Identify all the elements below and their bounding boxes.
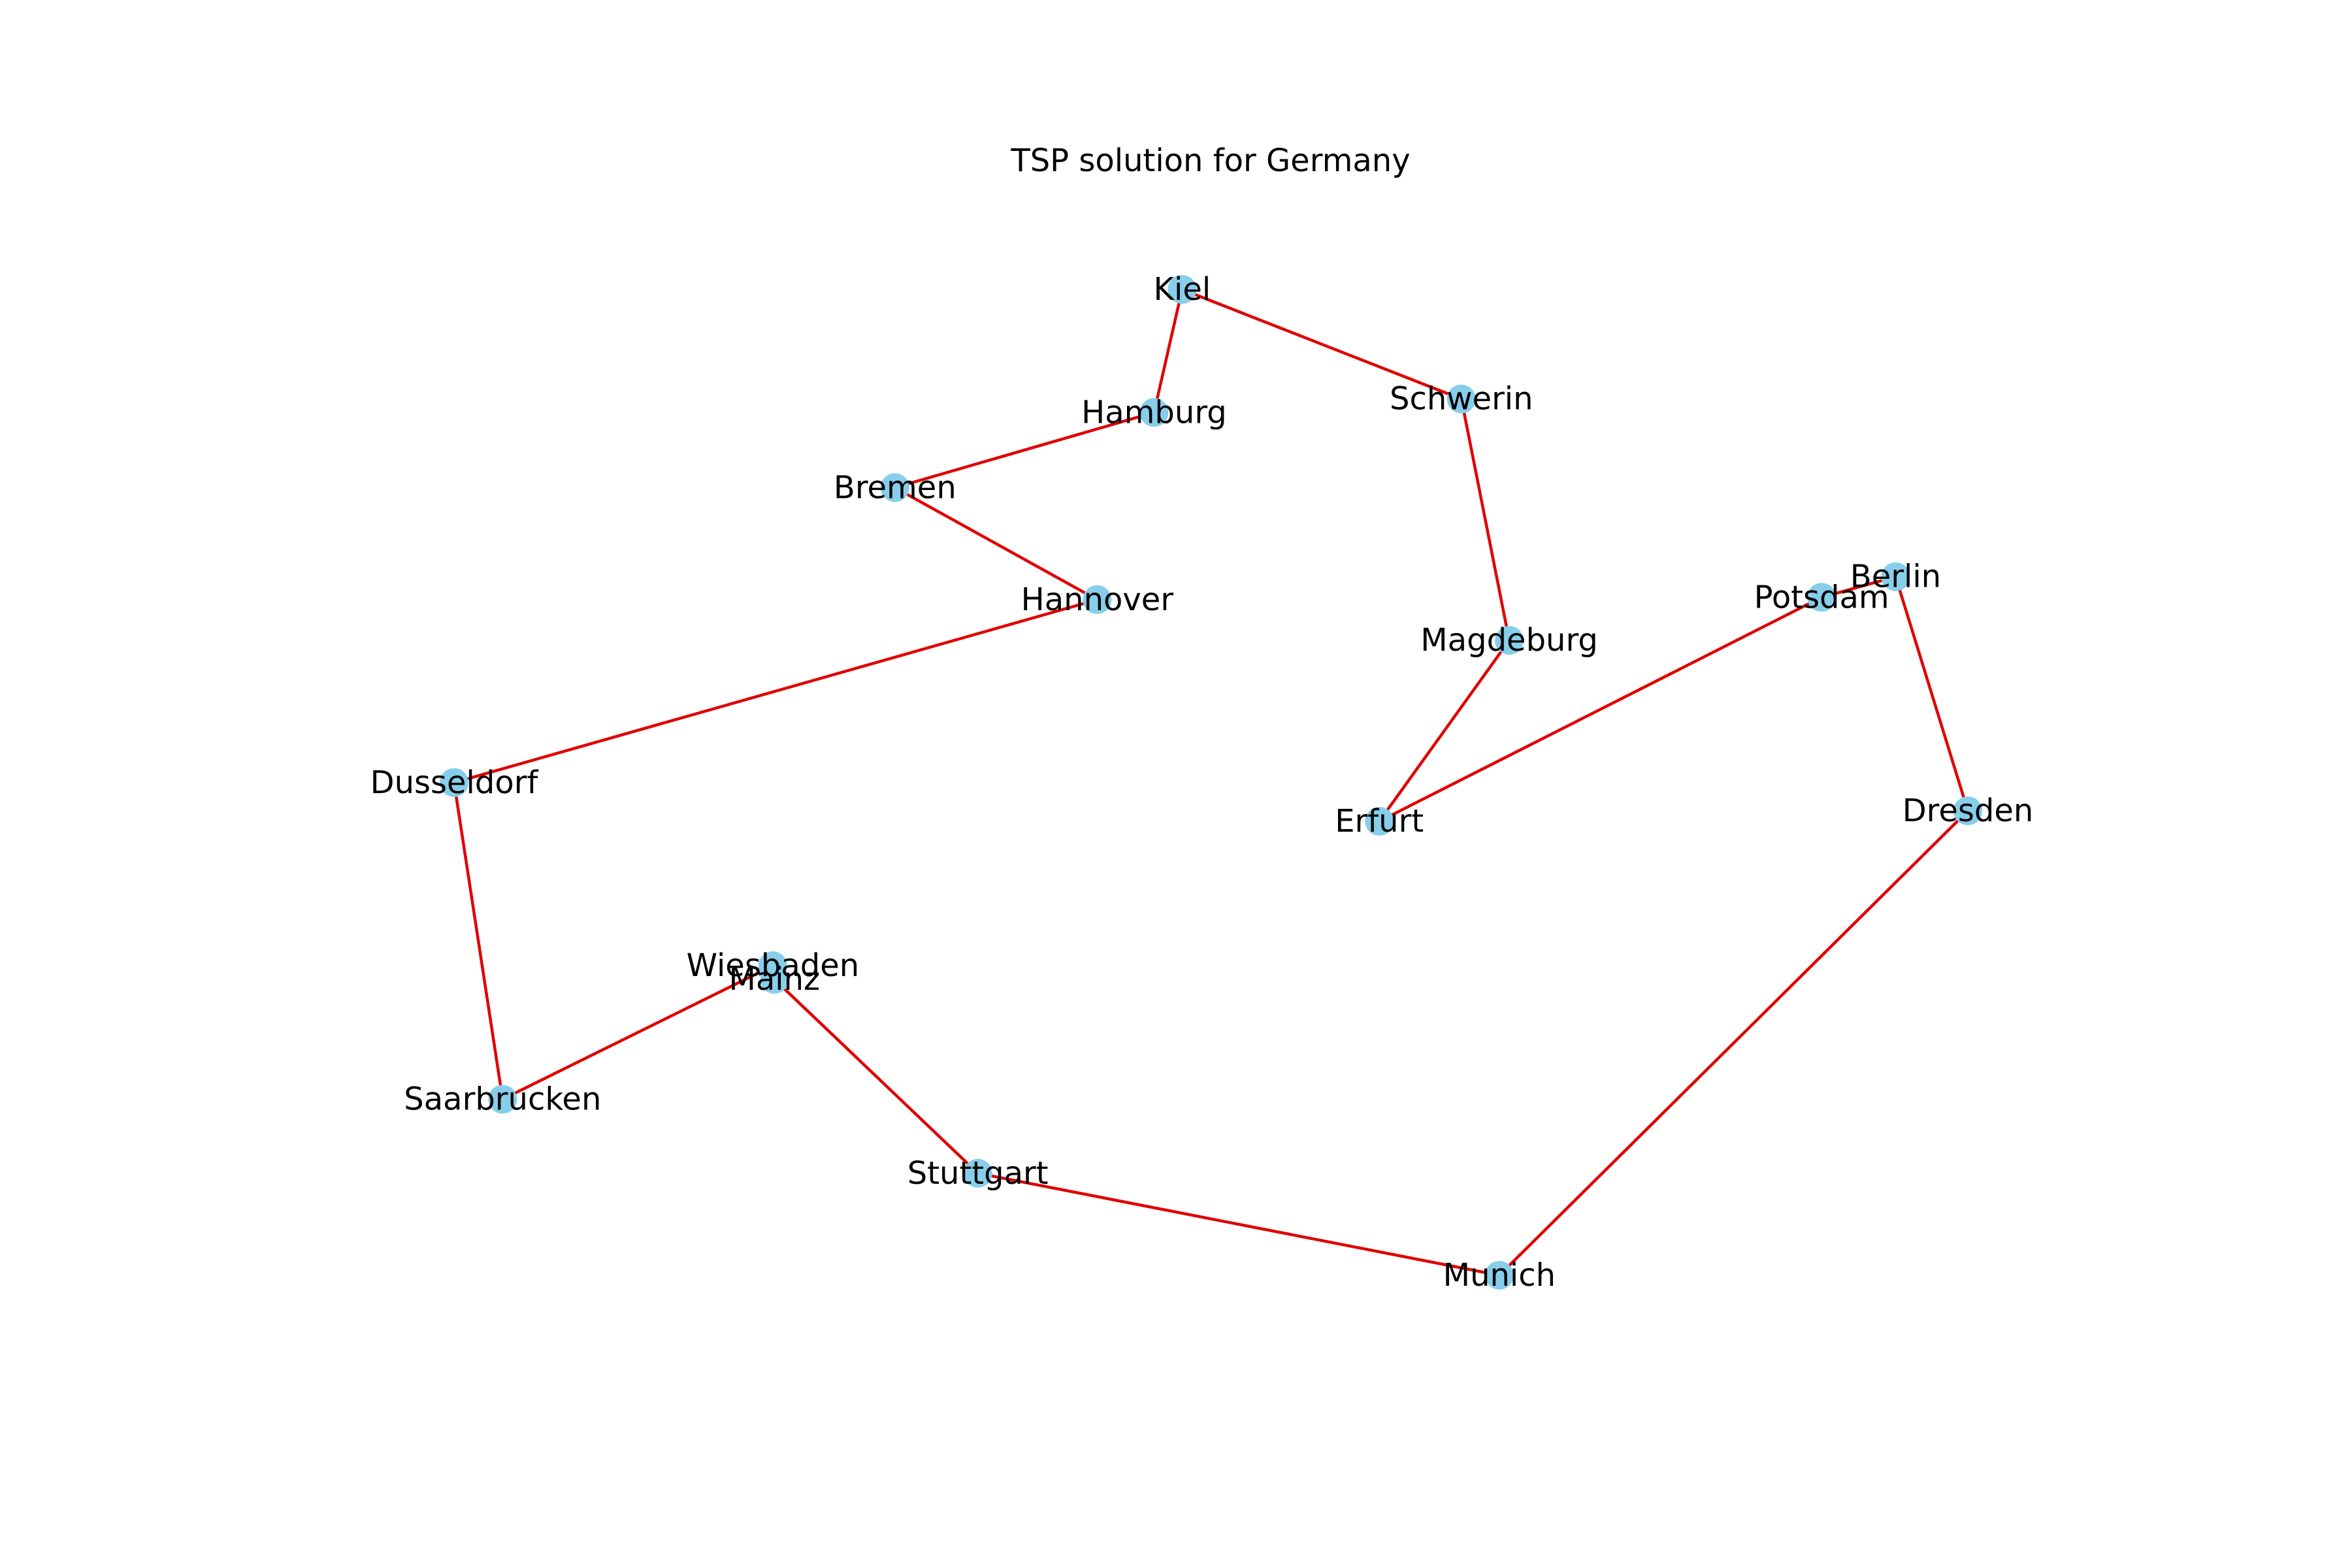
city-node-schwerin bbox=[1446, 384, 1476, 414]
city-label-potsdam: Potsdam bbox=[1754, 579, 1889, 615]
city-node-munich bbox=[1484, 1261, 1514, 1290]
chart-title: TSP solution for Germany bbox=[1010, 142, 1410, 179]
city-label-hamburg: Hamburg bbox=[1081, 394, 1227, 431]
route-edge-hannover-dusseldorf bbox=[452, 598, 1099, 785]
city-node-hamburg bbox=[1139, 398, 1169, 427]
route-edge-kiel-hamburg bbox=[1152, 287, 1184, 414]
route-edge-bremen-hannover bbox=[893, 486, 1099, 602]
city-node-hannover bbox=[1083, 585, 1112, 614]
city-node-dusseldorf bbox=[440, 768, 468, 797]
route-edge-munich-dresden bbox=[1497, 809, 1970, 1277]
city-label-dusseldorf: Dusseldorf bbox=[370, 764, 539, 801]
city-node-magdeburg bbox=[1495, 626, 1524, 655]
route-edge-dresden-berlin bbox=[1894, 575, 1970, 813]
city-label-mainz: Mainz bbox=[728, 961, 820, 998]
route-edge-stuttgart-munich bbox=[976, 1171, 1501, 1277]
city-node-potsdam bbox=[1807, 583, 1837, 612]
route-edge-potsdam-erfurt bbox=[1377, 596, 1823, 823]
city-label-bremen: Bremen bbox=[834, 469, 956, 506]
city-node-mainz bbox=[760, 964, 789, 994]
city-node-erfurt bbox=[1365, 807, 1394, 836]
city-label-berlin: Berlin bbox=[1850, 559, 1941, 595]
city-label-magdeburg: Magdeburg bbox=[1420, 622, 1598, 659]
city-label-erfurt: Erfurt bbox=[1335, 803, 1424, 840]
route-edge-saarbrucken-wiesbaden bbox=[501, 964, 775, 1101]
city-node-saarbrucken bbox=[488, 1085, 517, 1114]
route-edge-hamburg-bremen bbox=[893, 411, 1156, 489]
city-node-stuttgart bbox=[963, 1158, 992, 1188]
city-label-stuttgart: Stuttgart bbox=[907, 1155, 1049, 1192]
city-labels: Kiel Hamburg Bremen Hannover Dusseldorf Saarb… bbox=[370, 271, 2034, 1294]
city-node-bremen bbox=[880, 473, 909, 502]
city-label-munich: Munich bbox=[1443, 1257, 1556, 1294]
city-label-wiesbaden: Wiesbaden bbox=[687, 947, 860, 984]
route-edge-schwerin-kiel bbox=[1181, 287, 1463, 400]
route-edge-mainz-stuttgart bbox=[773, 977, 979, 1175]
city-node-berlin bbox=[1881, 562, 1910, 591]
city-nodes bbox=[440, 275, 1982, 1290]
city-label-dresden: Dresden bbox=[1903, 792, 2034, 829]
city-label-schwerin: Schwerin bbox=[1390, 381, 1533, 417]
route-edge-magdeburg-schwerin bbox=[1460, 397, 1511, 642]
city-label-saarbrucken: Saarbrucken bbox=[404, 1081, 601, 1118]
city-label-kiel: Kiel bbox=[1154, 271, 1211, 308]
route-edge-dusseldorf-saarbrucken bbox=[452, 781, 504, 1101]
city-node-dresden bbox=[1953, 796, 1982, 826]
city-label-hannover: Hannover bbox=[1021, 581, 1174, 618]
route-edge-erfurt-magdeburg bbox=[1377, 638, 1511, 823]
city-node-kiel bbox=[1168, 275, 1197, 304]
